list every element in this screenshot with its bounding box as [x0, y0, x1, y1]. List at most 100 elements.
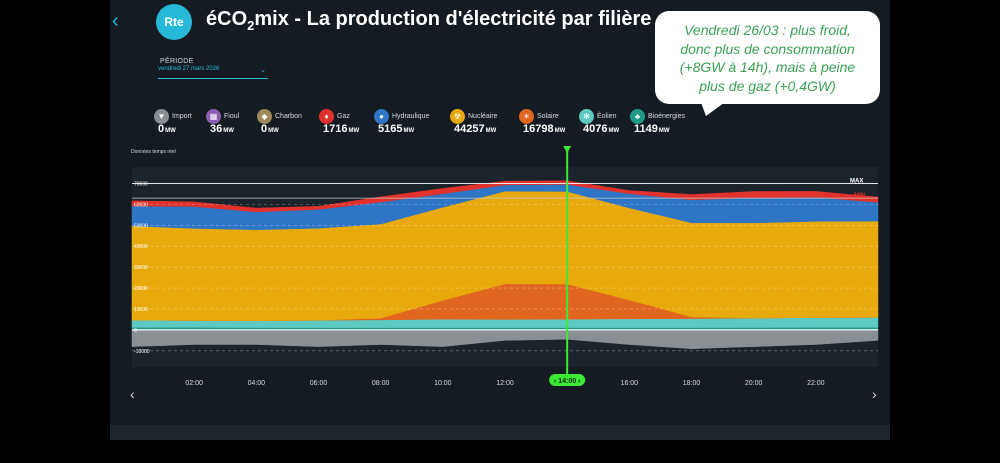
time-cursor-label: ‹ 14:00 › [554, 378, 581, 385]
legend: ▼ Import 0MW ▦ Fioul 36MW ◆ Charbon 0MW ♦ Gaz 1716M… [154, 108, 714, 140]
legend-value: 36MW [210, 123, 234, 135]
x-tick-label: 04:00 [248, 380, 266, 387]
back-chevron-icon[interactable]: ‹ [112, 10, 119, 32]
legend-label: Gaz [337, 113, 350, 121]
time-cursor-handle [563, 146, 572, 153]
legend-label: Hydraulique [392, 113, 430, 121]
annotation-line: (+8GW à 14h), mais à peine [679, 59, 856, 75]
annotation-line: donc plus de consommation [680, 40, 855, 57]
title-sub: 2 [247, 18, 255, 33]
legend-item-charbon[interactable]: ◆ Charbon 0MW [257, 108, 302, 135]
legend-value-number: 36 [210, 123, 223, 135]
x-tick-label: 12:00 [496, 380, 514, 387]
legend-value: 1716MW [323, 123, 359, 135]
y-tick-label: 70000 [134, 181, 148, 187]
legend-value: 0MW [158, 123, 176, 135]
legend-value-number: 16798 [523, 123, 554, 135]
legend-value-number: 5165 [378, 123, 403, 135]
y-tick-label: 30000 [134, 265, 148, 271]
y-tick-label: 20000 [134, 286, 148, 292]
legend-value-number: 0 [261, 123, 268, 135]
production-chart: 70000 60000 50000 40000 30000 20000 10000 0 -100… [131, 146, 879, 387]
x-tick-label: 22:00 [807, 380, 825, 387]
page-title: éCO2mix - La production d'électricité pa… [206, 8, 675, 33]
eolien-icon: ✻ [579, 109, 594, 125]
y-tick-label: 50000 [134, 223, 148, 229]
annotation-bubble: Vendredi 26/03 : plus froid, donc plus d… [655, 11, 880, 104]
x-tick-label: 10:00 [434, 380, 452, 387]
series-gaz-area [131, 180, 879, 213]
legend-value-unit: MW [485, 128, 497, 134]
x-tick-label: 16:00 [621, 380, 639, 387]
legend-label: Import [172, 113, 192, 121]
charbon-icon: ◆ [257, 109, 272, 125]
legend-value-unit: MW [608, 128, 620, 134]
legend-value-number: 44257 [454, 123, 485, 135]
time-cursor-badge [549, 374, 586, 386]
legend-label: Éolien [597, 113, 617, 121]
bioenergies-icon: ♣ [630, 109, 645, 125]
legend-item-import[interactable]: ▼ Import 0MW [154, 108, 192, 135]
min-label: MIN [854, 193, 865, 199]
previous-day-arrow-icon[interactable]: ‹ [130, 386, 135, 402]
legend-value-unit: MW [268, 128, 279, 134]
legend-item-fioul[interactable]: ▦ Fioul 36MW [206, 108, 240, 135]
chevron-down-icon: ⌄ [260, 67, 266, 74]
legend-value-unit: MW [403, 128, 415, 134]
legend-label: Fioul [224, 113, 240, 121]
legend-value-number: 1716 [323, 123, 348, 135]
legend-value: 4076MW [583, 123, 619, 135]
y-tick-label: 60000 [134, 202, 148, 208]
legend-label: Nucléaire [468, 113, 498, 121]
x-tick-label: 18:00 [683, 380, 701, 387]
legend-value-unit: MW [554, 128, 566, 134]
y-tick-label: 10000 [134, 307, 148, 313]
y-tick-label: 0 [134, 328, 137, 334]
legend-label: Solaire [537, 113, 559, 121]
gaz-icon: ♦ [319, 109, 334, 125]
legend-value-number: 1149 [634, 123, 658, 135]
rte-logo: Rte [156, 4, 192, 40]
legend-label: Bioénergies [648, 113, 685, 121]
solaire-icon: ☀ [519, 109, 534, 125]
import-icon: ▼ [154, 109, 169, 125]
y-tick-label: 40000 [134, 244, 148, 250]
legend-item-éolien[interactable]: ✻ Éolien 4076MW [579, 108, 619, 135]
logo-text: Rte [164, 15, 184, 29]
legend-value: 44257MW [454, 123, 496, 135]
annotation-tail [700, 100, 728, 116]
legend-item-solaire[interactable]: ☀ Solaire 16798MW [519, 108, 565, 135]
legend-item-hydraulique[interactable]: ● Hydraulique 5165MW [374, 108, 430, 135]
next-day-arrow-icon[interactable]: › [872, 386, 877, 402]
title-main: éCO [206, 8, 248, 30]
hydraulique-icon: ● [374, 109, 389, 125]
legend-value: 16798MW [523, 123, 565, 135]
legend-value-unit: MW [658, 128, 670, 134]
fioul-icon: ▦ [206, 109, 221, 125]
legend-value-unit: MW [348, 128, 360, 134]
title-rest: mix - La production d'électricité par fi… [254, 8, 652, 30]
legend-label: Charbon [275, 113, 302, 121]
legend-value: 5165MW [378, 123, 414, 135]
max-label: MAX [850, 178, 863, 184]
legend-value-unit: MW [223, 128, 234, 134]
x-tick-label: 06:00 [310, 380, 328, 387]
y-tick-label: -10000 [134, 349, 150, 355]
annotation-line: Vendredi 26/03 : plus froid, [684, 22, 851, 38]
x-tick-label: 02:00 [185, 380, 203, 387]
period-value: vendredi 27 mars 2026 [158, 66, 220, 72]
legend-item-nucléaire[interactable]: ☢ Nucléaire 44257MW [450, 108, 498, 135]
nucleaire-icon: ☢ [450, 109, 465, 125]
x-tick-label: 20:00 [745, 380, 763, 387]
legend-item-bioénergies[interactable]: ♣ Bioénergies 1149MW [630, 108, 685, 135]
period-dropdown[interactable]: vendredi 27 mars 2026 ⌄ [158, 66, 268, 79]
annotation-line: plus de gaz (+0,4GW) [699, 77, 836, 94]
legend-value-unit: MW [165, 128, 176, 134]
legend-value: 1149MW [634, 123, 670, 135]
x-tick-label: 08:00 [372, 380, 390, 387]
series-import-area [131, 329, 879, 349]
legend-value-number: 0 [158, 123, 165, 135]
app-footer [110, 425, 890, 440]
period-label: PÉRIODE [160, 58, 194, 65]
legend-item-gaz[interactable]: ♦ Gaz 1716MW [319, 108, 359, 135]
